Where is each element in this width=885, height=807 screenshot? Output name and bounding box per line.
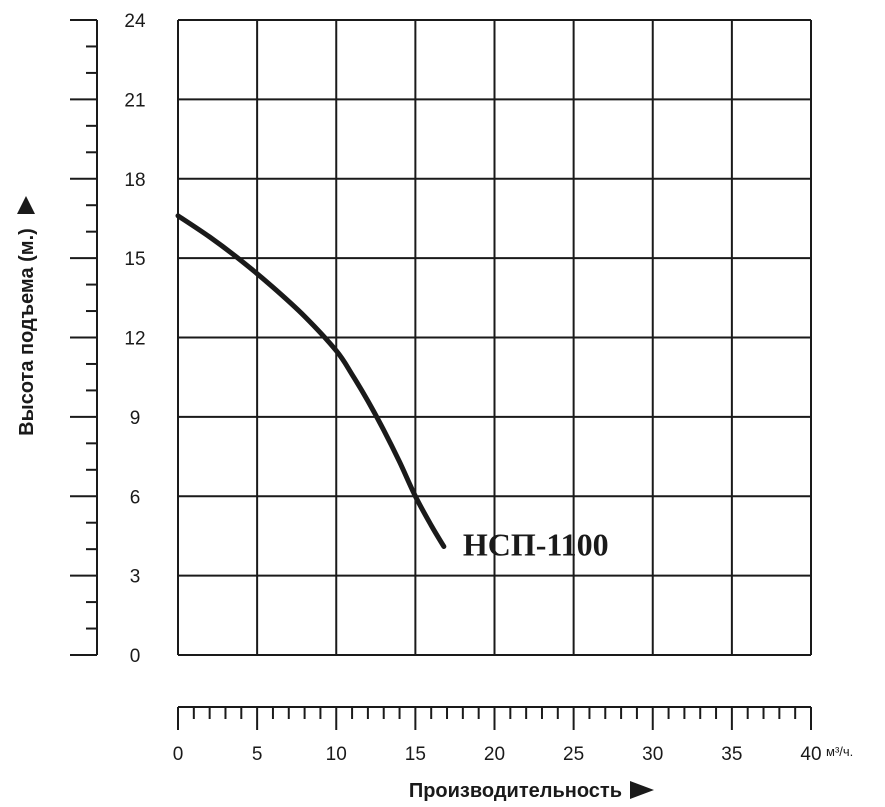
x-axis-arrow-icon (630, 781, 654, 799)
x-axis-unit: м³/ч. (826, 744, 853, 759)
x-tick-label-4: 20 (484, 744, 505, 765)
x-axis-title: Производительность (409, 780, 622, 802)
y-tick-label-0: 0 (130, 646, 141, 667)
series-label-0: НСП-1100 (463, 527, 609, 563)
series: НСП-1100 (175, 213, 609, 563)
x-tick-label-7: 35 (721, 744, 742, 765)
series-line-0 (175, 213, 447, 550)
x-tick-label-6: 30 (642, 744, 663, 765)
y-axis-arrow-icon (17, 196, 35, 214)
x-tick-label-0: 0 (173, 744, 184, 765)
y-tick-label-8: 24 (124, 11, 146, 32)
x-tick-label-1: 5 (252, 744, 263, 765)
y-axis-title: Высота подъема (м.) (16, 228, 38, 436)
x-axis: 0 5 10 15 20 25 30 35 40 (173, 706, 822, 765)
grid (177, 19, 812, 656)
y-tick-label-1: 3 (130, 567, 141, 588)
x-tick-label-8: 40 (800, 744, 821, 765)
x-tick-label-5: 25 (563, 744, 584, 765)
y-axis: 0 3 6 9 12 15 18 21 24 (70, 11, 146, 667)
y-tick-label-2: 6 (130, 487, 141, 508)
x-tick-label-3: 15 (405, 744, 426, 765)
x-tick-label-2: 10 (326, 744, 347, 765)
y-tick-label-3: 9 (130, 408, 141, 429)
y-tick-label-4: 12 (124, 329, 145, 350)
y-tick-label-7: 21 (124, 90, 145, 111)
y-tick-label-6: 18 (124, 170, 145, 191)
y-tick-label-5: 15 (124, 249, 145, 270)
